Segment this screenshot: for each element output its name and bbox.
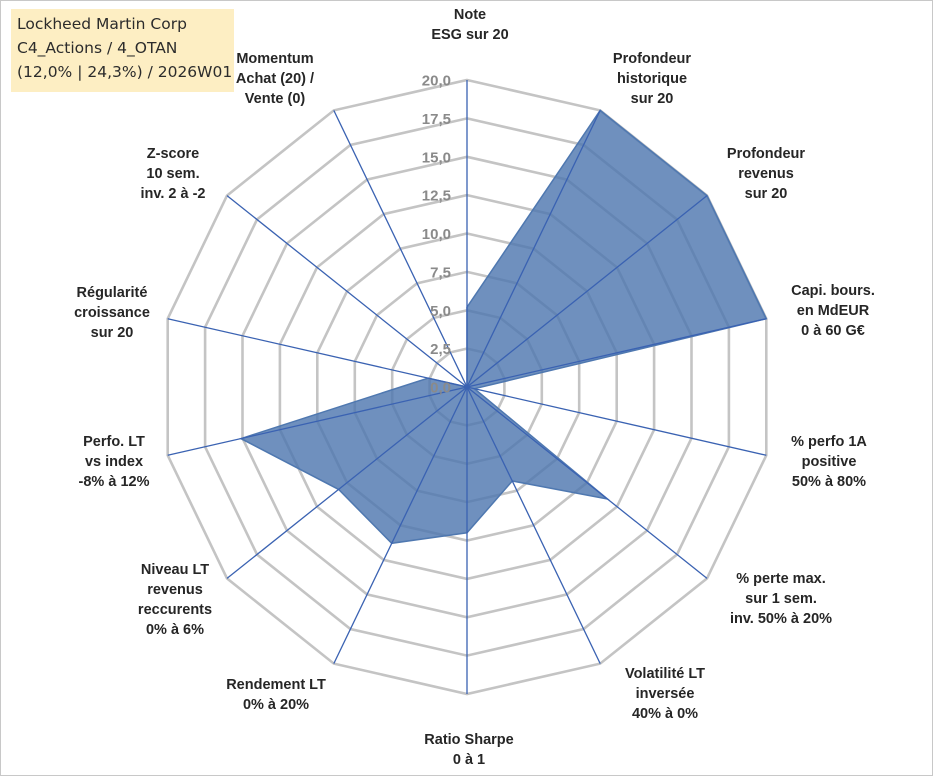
spoke-9 — [226, 386, 468, 579]
axis-label-10-line-0: Perfo. LT — [83, 434, 145, 450]
axis-label-9-line-1: revenus — [147, 582, 203, 598]
tick-label-2: 5,0 — [430, 303, 451, 320]
axis-label-11-line-0: Régularité — [77, 285, 148, 301]
axis-label-0-line-0: Note — [454, 7, 486, 23]
spoke-10 — [167, 386, 468, 456]
axis-label-0: Note ESG sur 20 — [431, 7, 508, 43]
axis-label-6-line-0: Volatilité LT — [625, 666, 705, 682]
axis-label-8-line-1: 0% à 20% — [243, 697, 309, 713]
axis-label-8: Rendement LT 0% à 20% — [226, 677, 326, 713]
tick-label-6: 15,0 — [422, 149, 451, 166]
axis-label-13-line-1: Achat (20) / — [236, 71, 314, 87]
spoke-8 — [333, 386, 468, 664]
axis-label-12-line-0: Z-score — [147, 146, 199, 162]
axis-label-5-line-2: inv. 50% à 20% — [730, 611, 832, 627]
axis-label-7-line-1: 0 à 1 — [453, 752, 485, 768]
spoke-11 — [167, 318, 468, 388]
info-box: Lockheed Martin Corp C4_Actions / 4_OTAN… — [11, 9, 234, 92]
axis-label-6-line-2: 40% à 0% — [632, 706, 698, 722]
axis-label-10-line-2: -8% à 12% — [79, 474, 150, 490]
axis-label-4-line-0: % perfo 1A — [791, 434, 867, 450]
axis-label-11-line-2: sur 20 — [91, 325, 134, 341]
axis-label-2-line-0: Profondeur — [727, 146, 805, 162]
axis-label-7-line-0: Ratio Sharpe — [424, 732, 513, 748]
info-stats: (12,0% | 24,3%) / 2026W01 — [17, 63, 233, 81]
spoke-2 — [466, 195, 708, 388]
data-area-series-0 — [239, 109, 768, 545]
axis-label-13-line-0: Momentum — [236, 51, 313, 67]
axis-label-1-line-2: sur 20 — [631, 91, 674, 107]
axis-label-6: Volatilité LT inversée 40% à 0% — [625, 666, 705, 722]
tick-label-8: 20,0 — [422, 73, 451, 90]
axis-label-11: Régularité croissance sur 20 — [74, 285, 150, 341]
spoke-3 — [466, 318, 767, 388]
axis-label-9-line-2: reccurents — [138, 602, 212, 618]
tick-label-3: 7,5 — [430, 264, 451, 281]
axis-label-5-line-0: % perte max. — [736, 571, 825, 587]
axis-label-12-line-1: 10 sem. — [146, 166, 199, 182]
axis-label-2-line-1: revenus — [738, 166, 794, 182]
spoke-5 — [466, 386, 708, 579]
info-company-name: Lockheed Martin Corp — [17, 15, 187, 33]
tick-label-1: 2,5 — [430, 341, 451, 358]
axis-label-3: Capi. bours. en MdEUR 0 à 60 G€ — [791, 283, 875, 339]
spoke-1 — [466, 110, 601, 388]
axis-label-12: Z-score 10 sem. inv. 2 à -2 — [140, 146, 205, 202]
axis-label-10-line-1: vs index — [85, 454, 143, 470]
axis-label-3-line-0: Capi. bours. — [791, 283, 875, 299]
axis-label-2-line-2: sur 20 — [745, 186, 788, 202]
tick-label-5: 12,5 — [422, 188, 451, 205]
axis-label-3-line-1: en MdEUR — [797, 303, 870, 319]
axis-label-6-line-1: inversée — [636, 686, 695, 702]
axis-label-4-line-1: positive — [802, 454, 857, 470]
axis-label-4: % perfo 1A positive 50% à 80% — [791, 434, 867, 490]
spoke-13 — [333, 110, 468, 388]
axis-label-5: % perte max. sur 1 sem. inv. 50% à 20% — [730, 571, 832, 627]
axis-label-1-line-1: historique — [617, 71, 687, 87]
axis-label-12-line-2: inv. 2 à -2 — [140, 186, 205, 202]
axis-label-13-line-2: Vente (0) — [245, 91, 306, 107]
info-category: C4_Actions / 4_OTAN — [17, 39, 178, 57]
axis-label-0-line-1: ESG sur 20 — [431, 27, 508, 43]
tick-label-7: 17,5 — [422, 111, 451, 128]
axis-label-4-line-2: 50% à 80% — [792, 474, 866, 490]
spoke-4 — [466, 386, 767, 456]
axis-label-9-line-0: Niveau LT — [141, 562, 209, 578]
axis-label-1-line-0: Profondeur — [613, 51, 691, 67]
axis-label-3-line-2: 0 à 60 G€ — [801, 323, 865, 339]
axis-label-11-line-1: croissance — [74, 305, 150, 321]
axis-label-8-line-0: Rendement LT — [226, 677, 326, 693]
tick-label-0: 0,0 — [430, 380, 451, 397]
axis-label-10: Perfo. LT vs index -8% à 12% — [79, 434, 150, 490]
tick-label-4: 10,0 — [422, 226, 451, 243]
spoke-6 — [466, 386, 601, 664]
axis-label-5-line-1: sur 1 sem. — [745, 591, 817, 607]
spoke-12 — [226, 195, 468, 388]
axis-label-13: Momentum Achat (20) / Vente (0) — [236, 51, 314, 107]
axis-label-9: Niveau LT revenus reccurents 0% à 6% — [138, 562, 212, 638]
axis-label-2: Profondeur revenus sur 20 — [727, 146, 805, 202]
axis-label-7: Ratio Sharpe 0 à 1 — [424, 732, 513, 768]
axis-label-9-line-3: 0% à 6% — [146, 622, 204, 638]
axis-label-1: Profondeur historique sur 20 — [613, 51, 691, 107]
